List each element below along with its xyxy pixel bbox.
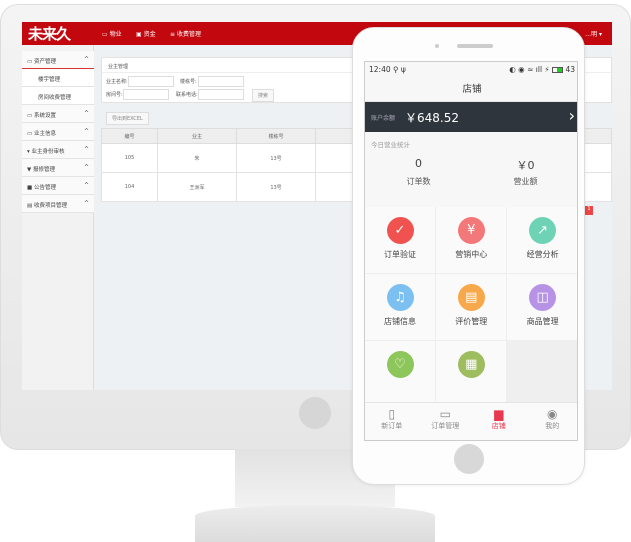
phone-frame: 12:40 ⚲ ψ ◐ ◉ ≈ ıll ⚡ 43 店铺 账户余额 ￥648.52 …	[352, 27, 585, 485]
balance-bar[interactable]: 账户余额 ￥648.52 ›	[365, 102, 577, 132]
page-title: 店铺	[365, 78, 577, 102]
qrcode-icon: ▦	[457, 351, 485, 378]
sidebar: ▭ 资产管理 ^ 楼宇管理 房间收费管理 ▭ 系统设置 ^ ▭ 业主信息 ^ ▾ 业主…	[22, 45, 94, 390]
comment-icon: ▤	[457, 284, 485, 311]
orders-value: 0	[415, 157, 422, 170]
pagination-page[interactable]: 1	[585, 206, 593, 215]
grid-item-label: 店铺信息	[384, 317, 416, 326]
sidebar-item-notices[interactable]: ■ 公告管理 ^	[22, 177, 94, 195]
grid-item-extra-7[interactable]: ▦	[436, 341, 508, 408]
status-bar: 12:40 ⚲ ψ ◐ ◉ ≈ ıll ⚡ 43	[369, 65, 575, 74]
status-time: 12:40	[369, 65, 391, 74]
chevron-right-icon: ›	[568, 106, 575, 125]
function-grid: ✓ 订单验证 ¥ 营销中心 ↗ 经营分析 ♫ 店铺信息 ▤ 评价管理 ◫ 商品管理 ♡ ▦	[365, 207, 577, 408]
phone-home-button[interactable]	[454, 444, 484, 474]
grid-item-extra-6[interactable]: ♡	[365, 341, 436, 408]
balance-value: ￥648.52	[405, 111, 459, 125]
grid-item-label: 营销中心	[455, 250, 488, 259]
balance-label: 账户余额	[371, 115, 396, 122]
room-input[interactable]	[123, 89, 169, 100]
nav-charges[interactable]: ≡ 收费管理	[170, 31, 201, 38]
nav-property[interactable]: ▭ 物业	[102, 31, 122, 38]
monitor-button	[299, 397, 331, 429]
yen-icon: ¥	[457, 217, 485, 244]
owner-name-input[interactable]	[128, 76, 174, 87]
owner-name-label: 业主名称:	[106, 79, 128, 85]
nav-funds[interactable]: ▣ 资金	[136, 31, 156, 38]
tab-user[interactable]: ◉ 我的	[526, 403, 578, 431]
monitor-base	[195, 505, 435, 542]
sidebar-item-fee-items[interactable]: ▤ 收费项目管理 ^	[22, 195, 94, 213]
phone-input[interactable]	[198, 89, 244, 100]
bag-icon: ◫	[529, 284, 557, 311]
grid-item-label: 订单验证	[384, 250, 416, 259]
col-id: 编号	[101, 128, 158, 144]
phone-label: 联系电话:	[176, 92, 198, 98]
sidebar-item-settings[interactable]: ▭ 系统设置 ^	[22, 105, 94, 123]
store-icon: ▆	[494, 407, 504, 421]
logo: 未来久	[28, 25, 71, 43]
receipt-icon: ▯	[388, 407, 396, 421]
grid-item-1[interactable]: ¥ 营销中心	[436, 207, 508, 274]
phone-speaker	[457, 44, 493, 48]
user-menu[interactable]: …明 ▾	[585, 31, 602, 38]
orders-label: 订单数	[406, 177, 431, 186]
tab-receipt[interactable]: ▯ 新订单	[365, 403, 419, 431]
tab-store[interactable]: ▆ 店铺	[472, 403, 526, 431]
trend-icon: ↗	[529, 217, 557, 244]
today-stats: 今日营业统计 0 ￥0 订单数 营业额	[365, 132, 577, 202]
export-excel-button[interactable]: 导出到EXCEL	[106, 112, 149, 125]
sidebar-item-room-fees[interactable]: 房间收费管理	[22, 87, 94, 105]
building-input[interactable]	[198, 76, 244, 87]
sidebar-item-buildings[interactable]: 楼宇管理	[22, 69, 94, 87]
phone-screen: 12:40 ⚲ ψ ◐ ◉ ≈ ıll ⚡ 43 店铺 账户余额 ￥648.52 …	[364, 61, 578, 441]
revenue-value: ￥0	[516, 159, 535, 172]
sidebar-item-owner-verify[interactable]: ▾ 业主身份审核 ^	[22, 141, 94, 159]
sidebar-item-repairs[interactable]: ▼ 报修管理 ^	[22, 159, 94, 177]
monitor-chart-icon: ▭	[439, 407, 451, 421]
revenue-label: 营业额	[513, 177, 538, 186]
room-label: 房间号:	[106, 92, 123, 98]
grid-item-2[interactable]: ↗ 经营分析	[507, 207, 577, 274]
tab-monitor-chart[interactable]: ▭ 订单管理	[419, 403, 473, 431]
grid-item-label: 商品管理	[526, 317, 559, 326]
tab-bar: ▯ 新订单 ▭ 订单管理 ▆ 店铺 ◉ 我的	[365, 402, 578, 440]
grid-item-label: 评价管理	[455, 317, 488, 326]
building-label: 楼栋号:	[180, 79, 197, 85]
heart-icon: ♡	[386, 351, 414, 378]
grid-item-label: 经营分析	[526, 250, 559, 259]
grid-item-4[interactable]: ▤ 评价管理	[436, 274, 508, 341]
phone-camera	[435, 44, 439, 48]
grid-item-5[interactable]: ◫ 商品管理	[507, 274, 577, 341]
tab-label: 店铺	[491, 422, 506, 430]
sidebar-item-assets[interactable]: ▭ 资产管理 ^	[22, 51, 94, 69]
battery-level: 43	[565, 65, 575, 74]
shield-check-icon: ✓	[386, 217, 414, 244]
search-button[interactable]: 搜索	[252, 89, 275, 102]
user-icon: ◉	[547, 407, 558, 421]
tab-label: 新订单	[381, 422, 403, 430]
col-building: 楼栋号	[236, 128, 316, 144]
grid-item-3[interactable]: ♫ 店铺信息	[365, 274, 436, 341]
tab-label: 订单管理	[431, 422, 460, 430]
tab-label: 我的	[545, 422, 560, 430]
sidebar-item-owners[interactable]: ▭ 业主信息 ^	[22, 123, 94, 141]
bell-icon: ♫	[386, 284, 414, 311]
panel-title: 业主管理	[108, 64, 129, 70]
col-owner: 业主	[157, 128, 237, 144]
stats-title: 今日营业统计	[371, 141, 410, 149]
grid-item-0[interactable]: ✓ 订单验证	[365, 207, 436, 274]
